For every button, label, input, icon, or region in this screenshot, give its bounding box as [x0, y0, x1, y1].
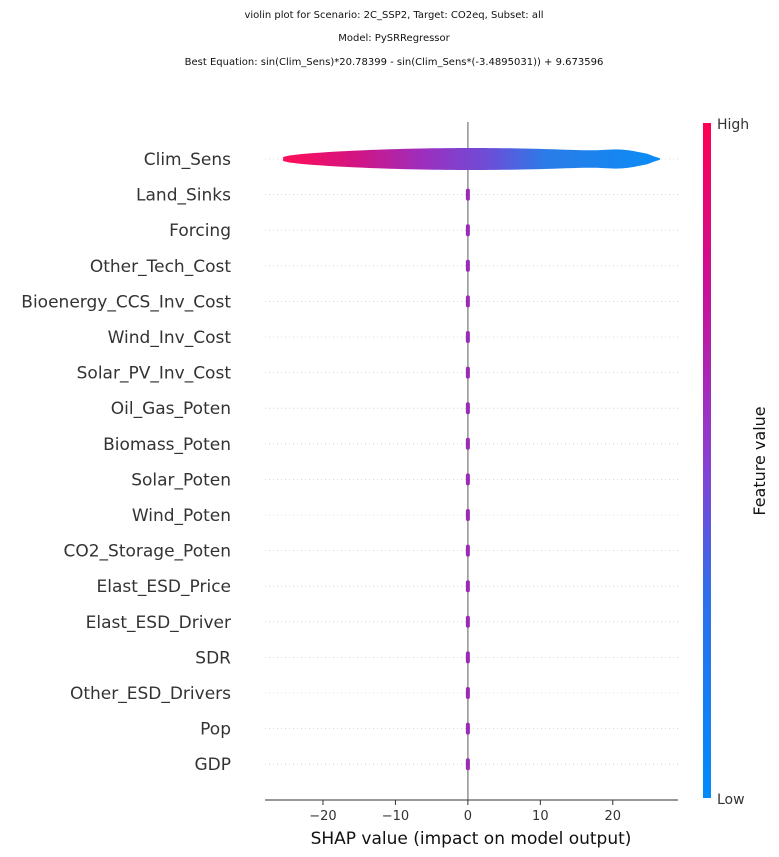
feature-label: Solar_PV_Inv_Cost — [77, 364, 232, 384]
violin-narrow — [465, 331, 470, 343]
violin-narrow — [465, 758, 470, 771]
violins — [283, 148, 660, 771]
violin-narrow — [465, 687, 470, 699]
violin-narrow — [465, 580, 470, 593]
colorbar-gradient — [703, 123, 711, 798]
feature-label: GDP — [194, 755, 231, 775]
violin-narrow — [465, 366, 470, 379]
colorbar-low-label: Low — [717, 792, 745, 808]
violin-narrow — [465, 544, 470, 557]
feature-label: CO2_Storage_Poten — [63, 542, 231, 562]
violin-narrow — [465, 473, 470, 486]
feature-labels: Clim_Sens Land_Sinks Forcing Other_Tech_Cos… — [21, 150, 231, 775]
violin-narrow — [465, 224, 470, 237]
feature-label: Clim_Sens — [144, 150, 231, 170]
feature-label: Forcing — [169, 221, 231, 241]
title-line-2: Model: PySRRegressor — [338, 33, 450, 44]
x-ticks: −20 −10 0 10 20 — [309, 800, 621, 824]
feature-label: Solar_Poten — [131, 470, 231, 490]
violin-narrow — [465, 188, 470, 201]
violin-narrow — [465, 615, 470, 628]
violin-narrow — [465, 722, 470, 735]
violin-narrow — [465, 437, 470, 450]
violin-narrow — [465, 402, 470, 415]
x-tick-label: 0 — [464, 809, 472, 824]
feature-label: Wind_Poten — [132, 506, 231, 526]
colorbar-high-label: High — [717, 117, 749, 133]
violin-narrow — [465, 509, 470, 521]
violin-clim-sens — [283, 148, 660, 170]
title-line-3: Best Equation: sin(Clim_Sens)*20.78399 -… — [185, 57, 604, 68]
feature-label: Other_ESD_Drivers — [70, 684, 231, 704]
colorbar: High Low Feature value — [703, 117, 769, 808]
x-axis: −20 −10 0 10 20 SHAP value (impact on model … — [265, 799, 678, 849]
x-tick-label: −20 — [309, 809, 336, 824]
feature-label: Other_Tech_Cost — [90, 257, 231, 277]
x-tick-label: 20 — [605, 809, 622, 824]
feature-label: Elast_ESD_Driver — [86, 613, 231, 633]
feature-label: Land_Sinks — [136, 186, 231, 206]
feature-label: Wind_Inv_Cost — [108, 328, 232, 348]
x-axis-label: SHAP value (impact on model output) — [311, 829, 632, 849]
chart-title: violin plot for Scenario: 2C_SSP2, Targe… — [185, 10, 604, 68]
feature-label: Biomass_Poten — [103, 435, 231, 455]
violin-narrow — [465, 295, 470, 308]
feature-label: Pop — [200, 720, 231, 740]
feature-label: Elast_ESD_Price — [97, 577, 232, 597]
colorbar-axis-label: Feature value — [750, 406, 769, 515]
feature-label: Oil_Gas_Poten — [111, 399, 231, 419]
title-line-1: violin plot for Scenario: 2C_SSP2, Targe… — [244, 10, 543, 21]
x-tick-label: 10 — [532, 809, 549, 824]
feature-label: SDR — [195, 648, 231, 668]
feature-label: Bioenergy_CCS_Inv_Cost — [21, 292, 231, 312]
violin-narrow — [465, 651, 470, 664]
grid-lines — [265, 158, 678, 765]
violin-narrow — [465, 259, 470, 272]
x-tick-label: −10 — [382, 809, 409, 824]
